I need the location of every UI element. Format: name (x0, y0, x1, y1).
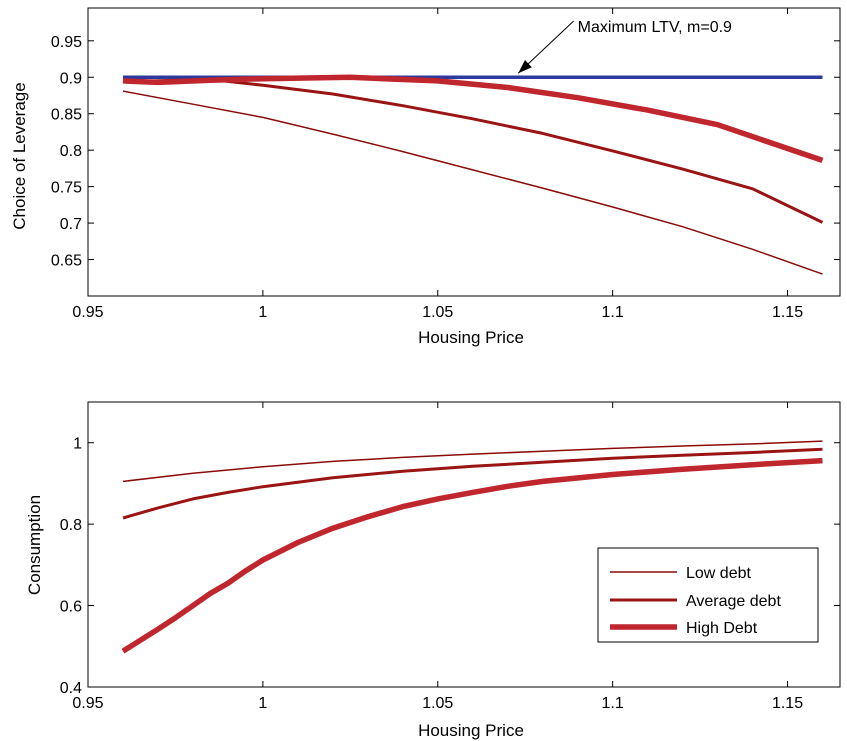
y-tick-label: 0.8 (60, 517, 82, 534)
x-tick-label: 0.95 (72, 304, 103, 321)
series-line-low-debt (122, 440, 823, 483)
x-tick-label: 1 (258, 304, 267, 321)
x-tick-label: 1.1 (602, 695, 624, 712)
x-tick-label: 1.05 (422, 695, 453, 712)
series-line-average (122, 78, 824, 224)
annotation-text: Maximum LTV, m=0.9 (578, 19, 732, 36)
series-line-average-debt (122, 447, 823, 520)
max-ltv-annotation: Maximum LTV, m=0.9 (517, 19, 732, 74)
legend: Low debt Average debt High Debt (597, 547, 819, 643)
consumption-axes-box (87, 401, 841, 688)
y-tick-label: 1 (73, 436, 82, 453)
legend-label-high: High Debt (686, 620, 758, 637)
x-tick-label: 1.05 (422, 304, 453, 321)
annotation-arrow-head (518, 60, 532, 74)
x-tick-label: 1.1 (602, 304, 624, 321)
x-tick-label: 1.15 (772, 304, 803, 321)
y-axis-label-bottom: Consumption (25, 495, 44, 595)
leverage-axes-box (87, 7, 841, 297)
series-line-high (122, 74, 824, 164)
y-tick-label: 0.75 (51, 180, 82, 197)
leverage-panel: 0.95 1 1.05 1.1 1.15 0.65 0.7 0.75 0.8 0.85 0.9 0.9… (10, 7, 841, 347)
series-line-high-debt (121, 457, 823, 654)
x-tick-label: 1.15 (772, 695, 803, 712)
y-axis-label-top: Choice of Leverage (10, 82, 29, 229)
y-tick-label: 0.95 (51, 34, 82, 51)
x-tick-label: 1 (258, 695, 267, 712)
legend-label-average: Average debt (686, 593, 781, 610)
legend-label-low: Low debt (686, 565, 751, 582)
x-axis-label-top: Housing Price (418, 328, 524, 347)
x-axis-label-bottom: Housing Price (418, 721, 524, 740)
consumption-ticks: 0.95 1 1.05 1.1 1.15 0.4 0.6 0.8 1 (60, 402, 840, 712)
series-line-low (122, 90, 823, 275)
y-tick-label: 0.65 (51, 253, 82, 270)
leverage-ticks: 0.95 1 1.05 1.1 1.15 0.65 0.7 0.75 0.8 0.85 0.9 0.9… (51, 8, 840, 321)
y-tick-label: 0.9 (60, 70, 82, 87)
y-tick-label: 0.4 (60, 680, 82, 697)
consumption-panel: 0.95 1 1.05 1.1 1.15 0.4 0.6 0.8 1 Low debt Aver… (25, 401, 841, 740)
leverage-series (122, 74, 824, 275)
consumption-series (121, 440, 823, 654)
y-tick-label: 0.85 (51, 107, 82, 124)
y-tick-label: 0.6 (60, 599, 82, 616)
y-tick-label: 0.8 (60, 143, 82, 160)
x-tick-label: 0.95 (72, 695, 103, 712)
y-tick-label: 0.7 (60, 216, 82, 233)
